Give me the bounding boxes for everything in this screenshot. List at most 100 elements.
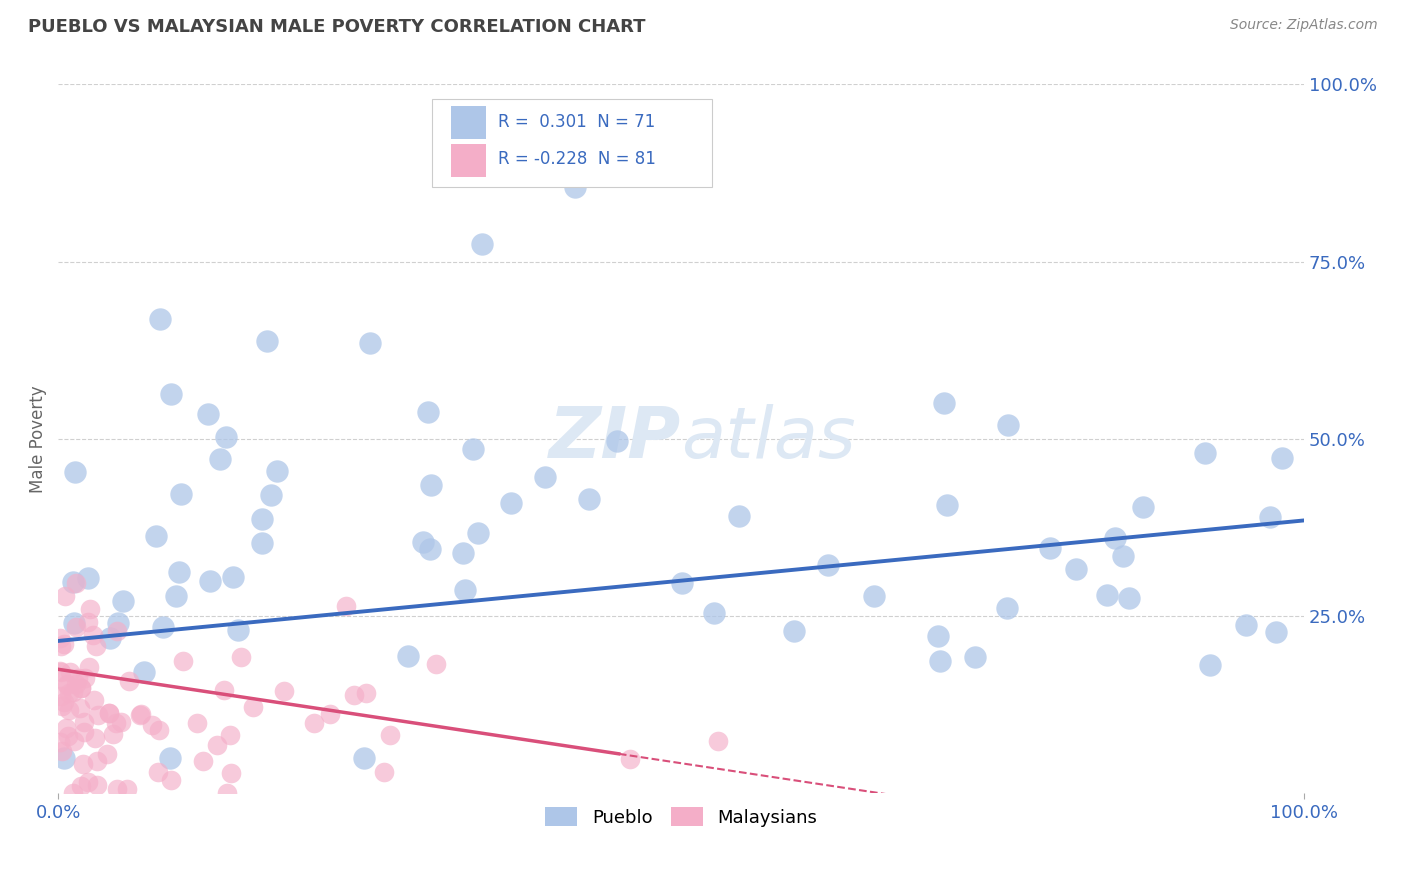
Point xyxy=(117,781,139,796)
Point xyxy=(148,764,170,779)
Text: ZIP: ZIP xyxy=(548,404,681,474)
Point xyxy=(101,727,124,741)
Point xyxy=(75,671,97,685)
Point xyxy=(209,452,232,467)
Point xyxy=(935,498,957,512)
Point xyxy=(578,491,600,506)
Point xyxy=(335,599,357,613)
Point xyxy=(170,487,193,501)
Point xyxy=(215,786,238,800)
Point xyxy=(65,677,87,691)
Point xyxy=(359,336,381,351)
Point xyxy=(499,496,522,510)
Point xyxy=(160,772,183,787)
Text: Source: ZipAtlas.com: Source: ZipAtlas.com xyxy=(1230,18,1378,32)
Point xyxy=(1234,618,1257,632)
Point xyxy=(96,747,118,761)
Point xyxy=(197,407,219,421)
Point xyxy=(69,681,91,695)
Point xyxy=(62,575,84,590)
Point xyxy=(965,650,987,665)
Point xyxy=(205,738,228,752)
Point xyxy=(49,690,72,704)
Point xyxy=(48,631,70,645)
Point xyxy=(412,535,434,549)
Point xyxy=(55,721,77,735)
Point xyxy=(70,681,93,695)
Point xyxy=(1039,541,1062,556)
Point xyxy=(451,546,474,560)
Point xyxy=(1132,500,1154,514)
Point xyxy=(533,470,555,484)
Text: R =  0.301  N = 71: R = 0.301 N = 71 xyxy=(498,113,655,131)
Point xyxy=(419,541,441,556)
Point xyxy=(98,706,121,720)
Text: R = -0.228  N = 81: R = -0.228 N = 81 xyxy=(498,150,655,168)
Point xyxy=(69,701,91,715)
Point xyxy=(219,728,242,742)
Point xyxy=(378,728,401,742)
Point xyxy=(273,683,295,698)
Point xyxy=(934,395,956,409)
Point xyxy=(104,715,127,730)
Point xyxy=(63,734,86,748)
Point xyxy=(79,602,101,616)
Point xyxy=(343,688,366,702)
Point xyxy=(707,734,730,748)
Point xyxy=(67,671,90,685)
Point xyxy=(145,529,167,543)
Point xyxy=(928,654,950,668)
Point xyxy=(86,755,108,769)
Point xyxy=(467,525,489,540)
Point xyxy=(118,673,141,688)
Point xyxy=(256,334,278,348)
Point xyxy=(132,665,155,680)
Point xyxy=(1258,509,1281,524)
Point xyxy=(129,707,152,722)
Point xyxy=(782,624,804,638)
Point xyxy=(48,735,70,749)
Point xyxy=(817,558,839,573)
Point xyxy=(52,751,75,765)
Point xyxy=(200,574,222,589)
Point xyxy=(159,751,181,765)
Point xyxy=(83,731,105,745)
Bar xyxy=(451,144,485,177)
Point xyxy=(62,685,84,699)
Point xyxy=(63,615,86,630)
Point xyxy=(53,589,76,603)
Point xyxy=(1066,561,1088,575)
Point xyxy=(51,743,73,757)
Point xyxy=(1271,451,1294,466)
Point xyxy=(49,639,72,653)
Point xyxy=(219,766,242,780)
Point xyxy=(186,716,208,731)
Text: PUEBLO VS MALAYSIAN MALE POVERTY CORRELATION CHART: PUEBLO VS MALAYSIAN MALE POVERTY CORRELA… xyxy=(28,18,645,36)
Point xyxy=(471,236,494,251)
Point xyxy=(82,628,104,642)
Point xyxy=(564,180,586,194)
FancyBboxPatch shape xyxy=(432,99,713,187)
Point xyxy=(59,665,82,680)
Point xyxy=(997,418,1019,433)
Point xyxy=(159,386,181,401)
Point xyxy=(215,430,238,444)
Point xyxy=(995,601,1018,615)
Point xyxy=(98,631,121,645)
Point xyxy=(105,782,128,797)
Point xyxy=(266,465,288,479)
Y-axis label: Male Poverty: Male Poverty xyxy=(30,385,46,492)
Point xyxy=(927,628,949,642)
Point xyxy=(58,703,80,717)
Point xyxy=(354,686,377,700)
Point xyxy=(619,752,641,766)
Point xyxy=(58,686,80,700)
Point xyxy=(72,756,94,771)
Point xyxy=(1198,657,1220,672)
Point xyxy=(65,465,87,479)
Point xyxy=(222,570,245,584)
Point xyxy=(83,693,105,707)
Point xyxy=(107,624,129,639)
Point xyxy=(1112,549,1135,563)
Point xyxy=(129,707,152,722)
